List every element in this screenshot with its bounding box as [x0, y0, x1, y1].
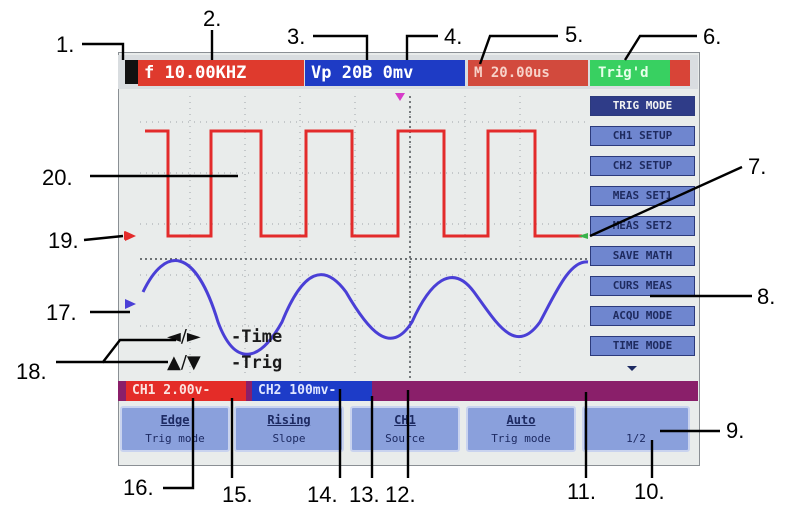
- menu-meas-set2[interactable]: MEAS SET2: [590, 216, 695, 236]
- callout-7: 7.: [748, 154, 767, 179]
- trigger-level-marker: [578, 233, 588, 239]
- ch1-scale-readout: CH1 2.00v-: [126, 381, 246, 401]
- softkey-5-label: 1/2: [626, 432, 646, 445]
- callout-11: 11.: [567, 479, 596, 504]
- callout-17: 17.: [46, 300, 77, 325]
- top-bar-right-edge: [670, 60, 690, 86]
- callout-19: 19.: [48, 228, 79, 253]
- callout-4: 4.: [444, 24, 463, 49]
- menu-trig-mode[interactable]: TRIG MODE: [590, 96, 695, 116]
- callout-6: 6.: [703, 24, 722, 49]
- grid-center: [140, 96, 588, 378]
- callout-9: 9.: [726, 418, 745, 443]
- menu-acqu-mode[interactable]: ACQU MODE: [590, 306, 695, 326]
- softkey-page[interactable]: 1/2: [582, 406, 690, 452]
- softkey-trigger-type[interactable]: Edge Trig mode: [120, 406, 230, 452]
- channel-marker-icon: [125, 60, 138, 84]
- softkey-trig-mode[interactable]: Auto Trig mode: [466, 406, 576, 452]
- callout-5: 5.: [565, 22, 584, 47]
- softkey-4-label: Trig mode: [491, 432, 551, 445]
- callout-3: 3.: [287, 24, 306, 49]
- trigger-status-badge: Trig'd: [590, 60, 670, 86]
- frequency-readout: f 10.00KHZ: [138, 60, 304, 86]
- ch1-square-wave: [145, 129, 582, 238]
- callout-14: 14.: [307, 482, 338, 507]
- trigger-time-marker: [395, 93, 405, 101]
- trig-arrows-icon: ▲/▼: [167, 352, 201, 373]
- softkey-source[interactable]: CH1 Source: [350, 406, 460, 452]
- time-legend-label: -Time: [231, 327, 283, 347]
- timebase-readout: M 20.00us: [468, 60, 588, 86]
- callout-2: 2.: [203, 6, 222, 31]
- softkey-1-value: Edge: [160, 413, 190, 427]
- softkey-3-value: CH1: [394, 413, 416, 427]
- callout-18: 18.: [16, 359, 47, 384]
- callout-10: 10.: [634, 479, 665, 504]
- softkey-2-value: Rising: [267, 413, 311, 427]
- menu-time-mode[interactable]: TIME MODE: [590, 336, 695, 356]
- callout-8: 8.: [757, 284, 776, 309]
- callout-15: 15.: [222, 482, 253, 507]
- ch2-level-marker: [125, 299, 136, 309]
- menu-save-math[interactable]: SAVE MATH: [590, 246, 695, 266]
- ch2-sine-wave: [141, 259, 589, 356]
- time-arrows-icon: ◄/►: [167, 326, 201, 347]
- callout-13: 13.: [349, 482, 380, 507]
- callout-20: 20.: [42, 165, 73, 190]
- callout-12: 12.: [385, 482, 416, 507]
- menu-curs-meas[interactable]: CURS MEAS: [590, 276, 695, 296]
- ch2-scale-readout: CH2 100mv-: [252, 381, 372, 401]
- peak-voltage-readout: Vp 20B 0mv: [305, 60, 465, 86]
- softkey-1-label: Trig mode: [145, 432, 205, 445]
- menu-more-marker: [627, 366, 637, 371]
- callout-16: 16.: [123, 475, 154, 500]
- softkey-2-label: Slope: [272, 432, 306, 445]
- softkey-3-label: Source: [385, 432, 425, 445]
- softkey-4-value: Auto: [506, 413, 536, 427]
- callout-1: 1.: [56, 32, 75, 57]
- callout-19-arrowhead: [124, 231, 132, 240]
- softkey-slope[interactable]: Rising Slope: [234, 406, 344, 452]
- menu-ch2-setup[interactable]: CH2 SETUP: [590, 156, 695, 176]
- trig-legend-label: -Trig: [231, 353, 283, 373]
- menu-ch1-setup[interactable]: CH1 SETUP: [590, 126, 695, 146]
